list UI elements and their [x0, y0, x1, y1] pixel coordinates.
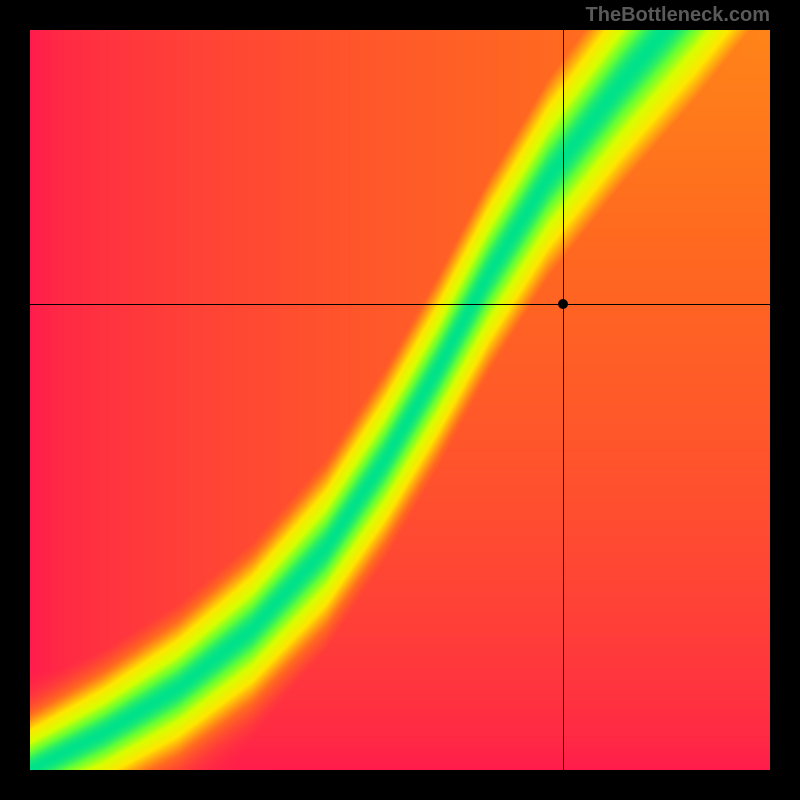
heatmap-canvas — [30, 30, 770, 770]
crosshair-marker — [558, 299, 568, 309]
crosshair-vertical — [563, 30, 564, 770]
bottleneck-heatmap — [30, 30, 770, 770]
attribution-text: TheBottleneck.com — [586, 4, 770, 27]
crosshair-horizontal — [30, 304, 770, 305]
